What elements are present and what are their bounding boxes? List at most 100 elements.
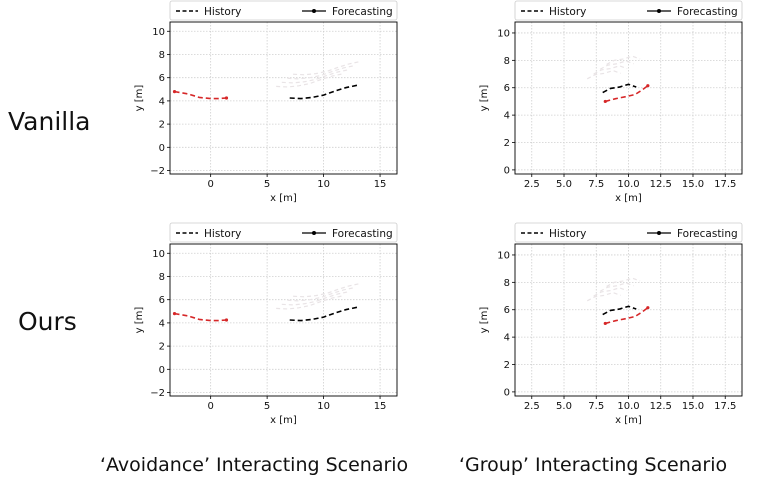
- forecast-line: [605, 85, 649, 103]
- x-tick-label: 12.5: [650, 401, 672, 412]
- neighbor-trajectory: [586, 291, 621, 302]
- row-label-vanilla: Vanilla: [8, 107, 91, 136]
- history-line: [289, 306, 358, 322]
- x-tick-label: 10: [317, 401, 330, 412]
- neighbor-trajectory: [281, 68, 350, 84]
- y-tick-label: 0: [504, 387, 510, 398]
- legend-history-label: History: [549, 6, 586, 18]
- y-axis-label: y [m]: [479, 307, 490, 334]
- legend-history-label: History: [549, 228, 586, 240]
- x-tick-label: 12.5: [650, 179, 672, 190]
- x-tick-label: 17.5: [714, 179, 736, 190]
- legend-forecast-marker: [312, 231, 316, 235]
- x-tick-label: 0: [207, 179, 213, 190]
- x-tick-label: 15: [374, 179, 387, 190]
- x-tick-label: 5.0: [556, 179, 572, 190]
- neighbor-trajectory: [593, 287, 628, 297]
- forecast-line: [605, 307, 649, 325]
- chart-ours-avoidance: 0 5 10 15 −2 0 2 4 6 8 10 x [m] y [m] History Forecast…: [134, 222, 398, 426]
- y-tick-label: 10: [497, 28, 510, 39]
- legend-forecast-marker: [657, 231, 661, 235]
- y-tick-label: 6: [504, 83, 510, 94]
- x-tick-label: 5: [264, 179, 270, 190]
- neighbor-trajectory: [599, 282, 634, 292]
- y-tick-label: 2: [504, 138, 510, 149]
- legend-box: [169, 222, 398, 243]
- neighbor-trajectory: [593, 65, 628, 75]
- y-tick-label: 4: [159, 96, 165, 107]
- x-tick-label: 10.0: [617, 179, 639, 190]
- legend-forecast-label: Forecasting: [332, 228, 393, 240]
- y-tick-label: 0: [159, 365, 165, 376]
- y-tick-label: 6: [159, 73, 165, 84]
- y-axis-label: y [m]: [479, 85, 490, 112]
- y-tick-label: −2: [150, 166, 165, 177]
- y-tick-label: 10: [152, 27, 165, 38]
- legend-forecast-marker: [657, 9, 661, 13]
- chart-ours-group: 2.5 5.0 7.5 10.0 12.5 15.0 17.5 0 2 4 6 8 10 x [m] y […: [479, 222, 743, 426]
- caption-group: ‘Group’ Interacting Scenario: [459, 454, 728, 476]
- neighbor-trajectory: [293, 282, 361, 298]
- neighbor-trajectory: [287, 286, 356, 302]
- forecast-end-marker: [224, 318, 229, 322]
- y-tick-label: 8: [159, 272, 165, 283]
- plot-frame: [169, 243, 398, 397]
- forecast-line: [174, 312, 227, 322]
- y-axis-label: y [m]: [134, 307, 145, 334]
- legend-box: [514, 222, 743, 243]
- neighbor-trajectory: [276, 295, 345, 310]
- forecast-end-marker: [646, 306, 650, 310]
- y-tick-label: −2: [150, 388, 165, 399]
- y-tick-label: 6: [504, 305, 510, 316]
- legend-forecast-marker: [312, 9, 316, 13]
- y-tick-label: 8: [504, 278, 510, 289]
- row-label-ours: Ours: [18, 307, 77, 336]
- neighbor-trajectory: [599, 60, 634, 70]
- x-tick-label: 17.5: [714, 401, 736, 412]
- neighbor-trajectory: [293, 60, 361, 76]
- chart-vanilla-avoidance: 0 5 10 15 −2 0 2 4 6 8 10 x [m] y [m] History Forecast…: [134, 0, 398, 204]
- neighbor-trajectory: [276, 73, 345, 88]
- forecast-start-marker: [172, 90, 177, 94]
- forecast-start-marker: [603, 99, 607, 104]
- history-line: [602, 83, 637, 94]
- x-tick-label: 2.5: [524, 179, 540, 190]
- y-tick-label: 2: [504, 360, 510, 371]
- history-line: [289, 84, 358, 100]
- x-axis-label: x [m]: [615, 193, 642, 204]
- x-axis-label: x [m]: [270, 193, 297, 204]
- chart-vanilla-group: 2.5 5.0 7.5 10.0 12.5 15.0 17.5 0 2 4 6 8 10 x [m] y […: [479, 0, 743, 204]
- legend-box: [514, 0, 743, 21]
- y-tick-label: 4: [504, 333, 510, 344]
- y-tick-label: 4: [504, 111, 510, 122]
- x-tick-label: 10.0: [617, 401, 639, 412]
- y-tick-label: 2: [159, 342, 165, 353]
- y-axis-label: y [m]: [134, 85, 145, 112]
- forecast-start-marker: [172, 312, 177, 316]
- y-tick-label: 8: [159, 50, 165, 61]
- forecast-line: [174, 90, 227, 100]
- y-tick-label: 4: [159, 318, 165, 329]
- y-tick-label: 0: [159, 143, 165, 154]
- legend-forecast-label: Forecasting: [332, 6, 393, 18]
- x-tick-label: 5: [264, 401, 270, 412]
- x-tick-label: 15.0: [682, 179, 704, 190]
- legend-forecast-label: Forecasting: [677, 228, 738, 240]
- y-tick-label: 10: [152, 249, 165, 260]
- legend-history-label: History: [204, 228, 241, 240]
- x-tick-label: 2.5: [524, 401, 540, 412]
- y-tick-label: 0: [504, 165, 510, 176]
- neighbor-trajectory: [606, 55, 641, 65]
- x-tick-label: 15: [374, 401, 387, 412]
- forecast-end-marker: [646, 84, 650, 88]
- legend-box: [169, 0, 398, 21]
- y-tick-label: 2: [159, 120, 165, 131]
- y-tick-label: 6: [159, 295, 165, 306]
- x-tick-label: 10: [317, 179, 330, 190]
- x-axis-label: x [m]: [270, 415, 297, 426]
- neighbor-trajectory: [281, 290, 350, 306]
- x-tick-label: 15.0: [682, 401, 704, 412]
- neighbor-trajectory: [586, 69, 621, 80]
- x-tick-label: 7.5: [588, 401, 604, 412]
